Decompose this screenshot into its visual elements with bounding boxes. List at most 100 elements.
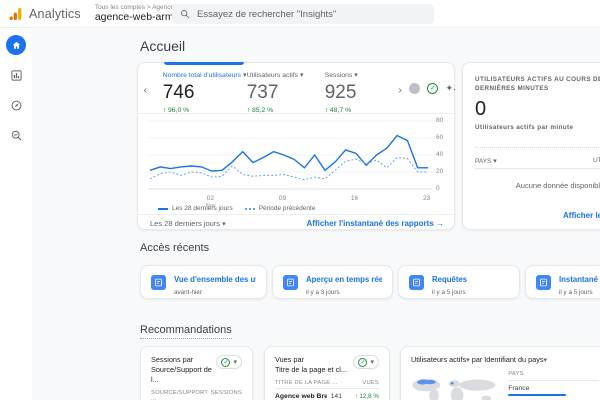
x-axis-tick: 23 [423,195,431,202]
data-quality-icon[interactable] [409,83,421,94]
report-doc-icon [151,274,166,290]
chevron-down-icon[interactable]: ▾ [543,357,548,364]
metrics-prev-button[interactable]: ‹ [143,85,148,96]
chevron-down-icon[interactable]: ▾ [466,357,470,364]
metric-active-users-value: 737 [246,82,279,103]
rec-card-title: Vues par Titre de la page et cl... [275,355,347,374]
y-axis-tick: 40 [436,151,444,158]
y-axis-tick: 60 [436,134,444,141]
metric-sessions-delta: ↑ 48,7 % [324,107,352,114]
table-row: France [508,385,530,393]
realtime-link[interactable]: Afficher le temps réel → [563,211,600,220]
analytics-logo[interactable]: Analytics [0,6,81,22]
report-doc-icon [409,274,424,290]
metric-active-users-delta: ↑ 85,2 % [246,107,274,114]
rec-status-dropdown[interactable]: ✓ ▾ [353,355,379,369]
property-name: agence-web-armor.fr [94,11,192,23]
col-header-dimension[interactable]: TITRE DE LA PAGE ... [275,379,338,386]
metrics-next-button[interactable]: › [398,85,402,96]
chevron-down-icon: ▾ [233,359,237,366]
realtime-empty-message: Aucune donnée disponible [515,180,600,190]
search-input[interactable] [197,8,407,20]
reports-snapshot-link[interactable]: Afficher l'instantané des rapports → [306,218,444,228]
rec-status-dropdown[interactable]: ✓ ▾ [216,355,242,369]
home-icon [6,35,26,55]
check-circle-icon: ✓ [221,357,231,367]
chevron-down-icon: ▾ [354,72,358,79]
col-header-dimension[interactable]: SOURCE/SUPPORT ... [151,389,209,400]
insights-sparkle-icon[interactable]: ✦˖ [445,83,456,93]
recommendations-section-title: Recommandations [140,324,232,339]
x-axis-tick: 09 [278,195,287,202]
value-bar [508,394,567,397]
x-axis-tick: 16 [350,195,359,202]
reports-icon [10,69,22,81]
rec-card-title: Sessions par Source/Support de l... [151,355,212,384]
app-name: Analytics [29,6,81,21]
report-doc-icon [536,274,551,290]
metric-total-users[interactable]: Nombre total d'utilisateurs ▾ 746 ↑ 96,0… [162,72,247,114]
chevron-down-icon: ▾ [493,157,497,165]
y-axis-tick: 0 [436,185,440,192]
realtime-value: 0 [475,97,487,120]
chart-legend: Les 28 derniers jours Période précédente [158,205,315,212]
realtime-title: Utilisateurs actifs au cours des 30 dern… [475,76,600,93]
legend-solid-marker [158,207,168,210]
divider [475,146,600,148]
realtime-country-header[interactable]: PAYS ▾ [475,157,497,165]
x-axis-tick: 02 [206,195,214,202]
rec-card-title: Utilisateurs actifs▾ par Identifiant du … [411,355,548,364]
rec-card-views-by-page[interactable]: Vues par Titre de la page et cl... ✓ ▾ T… [264,346,390,400]
chevron-down-icon: ▾ [370,359,374,366]
realtime-card: Utilisateurs actifs au cours des 30 dern… [462,62,600,230]
page-title: Accueil [140,38,186,54]
explore-icon [11,100,21,110]
legend-dotted-marker [244,207,255,210]
chevron-down-icon: ▾ [222,220,226,228]
realtime-users-header: UTILISATEURS ACTIFS [593,156,600,164]
recent-card-users-overview[interactable]: Vue d'ensemble des utilisateursavant-hie… [140,265,267,299]
trend-chart-svg [148,120,432,190]
date-range-selector[interactable]: Les 28 derniers jours ▾ [150,218,226,228]
metric-total-users-value: 746 [162,82,195,103]
nav-sidebar [0,28,32,400]
trend-chart: 0 20 40 60 80 02 Nov 09 16 23 [148,115,450,209]
world-map [412,379,496,400]
col-header-value[interactable]: SESSIONS [210,389,242,396]
analytics-logo-icon [9,7,22,20]
chevron-down-icon: ▾ [299,72,304,79]
report-doc-icon [283,274,298,290]
col-header-value[interactable]: VUES [362,379,379,386]
search-bar[interactable] [172,4,434,24]
overview-card: ‹ Nombre total d'utilisateurs ▾ 746 ↑ 96… [137,62,456,230]
breadcrumb: Tous les comptes > Agence web armor [94,4,207,11]
app-header: Analytics Tous les comptes > Agence web … [0,0,600,28]
rec-card-sessions-by-source[interactable]: Sessions par Source/Support de l... ✓ ▾ … [140,346,253,400]
recent-card-snapshot[interactable]: Instantané des rapportsil y a 5 jours [525,265,600,299]
sidebar-item-home[interactable] [0,32,32,58]
metric-total-users-delta: ↑ 96,0 % [162,107,190,114]
metric-sessions-value: 925 [324,82,357,103]
recent-section-title: Accès récents [140,242,210,254]
sidebar-item-explore[interactable] [0,92,32,118]
search-icon [181,10,190,19]
x-axis-tick-sub: Nov [205,203,216,209]
chevron-down-icon: ▾ [242,72,247,79]
sidebar-item-reports[interactable] [0,62,32,88]
table-row: Agence web Brest – ... 141 ↑ 12,8 % [275,392,379,400]
metric-sessions[interactable]: Sessions ▾ 925 ↑ 48,7 % [315,71,393,114]
recent-card-realtime[interactable]: Aperçu en temps réel il y a 3 jours [272,265,393,299]
no-sampling-check-icon[interactable]: ✓ [427,83,439,94]
col-header-country[interactable]: PAYS [508,371,599,382]
y-axis-tick: 80 [436,117,444,124]
selected-metric-indicator [164,62,244,65]
recent-card-queries[interactable]: Requêtes il y a 5 jours [398,265,520,299]
divider [138,113,456,114]
metric-active-users[interactable]: Utilisateurs actifs ▾ 737 ↑ 85,2 % [237,71,315,114]
rec-card-users-by-country[interactable]: Utilisateurs actifs▾ par Identifiant du … [400,346,600,400]
check-circle-icon: ✓ [358,357,368,367]
realtime-subtitle: Utilisateurs actifs par minute [475,123,574,131]
advertising-search-icon [11,130,21,140]
sidebar-item-advertising[interactable] [0,122,32,148]
y-axis-tick: 20 [436,168,444,175]
